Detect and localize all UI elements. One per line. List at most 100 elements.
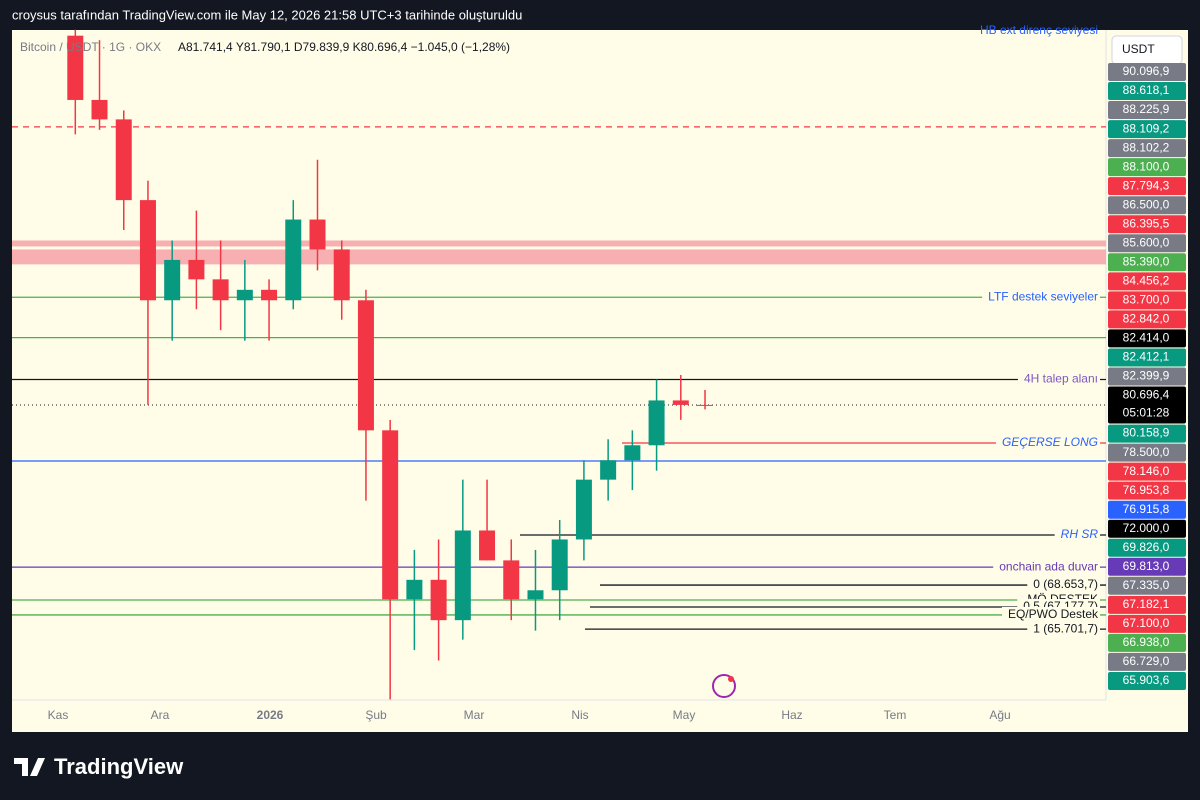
price-label: 72.000,0 [1123, 521, 1170, 535]
price-label: 67.100,0 [1123, 616, 1170, 630]
plot: LTF destek seviyeler 4H talep alanı GEÇERS… [12, 29, 1106, 700]
price-label: 78.146,0 [1123, 464, 1170, 478]
price-label-bg [1108, 614, 1186, 633]
current-price: 80.696,4 [1123, 388, 1170, 402]
x-tick-label: Ara [151, 708, 170, 722]
price-label-bg [1108, 595, 1186, 614]
level-label: RH SR [1061, 527, 1099, 541]
price-label: 85.600,0 [1123, 235, 1170, 249]
level-label: 0 (68.653,7) [1033, 577, 1098, 591]
x-tick-label: Kas [48, 708, 69, 722]
price-label-bg [1108, 177, 1186, 196]
x-tick-label: Mar [464, 708, 485, 722]
level-label: 1 (65.701,7) [1033, 621, 1098, 635]
level-label-bg [1027, 621, 1100, 638]
candle-body [624, 445, 641, 461]
candle-body [697, 404, 714, 406]
price-label: 78.500,0 [1123, 445, 1170, 459]
price-label-bg [1108, 101, 1186, 120]
price-label: 69.826,0 [1123, 540, 1170, 554]
x-tick-label: Ağu [989, 708, 1010, 722]
price-label-bg [1108, 291, 1186, 310]
currency-label: USDT [1122, 42, 1155, 56]
countdown: 05:01:28 [1123, 406, 1170, 420]
price-label-bg [1108, 348, 1186, 367]
price-label: 88.618,1 [1123, 83, 1170, 97]
candle-body [672, 400, 689, 405]
level-label: onchain ada duvar [999, 559, 1098, 573]
level-label: 4H talep alanı [1024, 372, 1098, 386]
level-label: EQ/PWO Destek [1008, 607, 1099, 621]
candle-body [527, 590, 544, 600]
price-label: 88.109,2 [1123, 121, 1170, 135]
x-tick-label: Nis [571, 708, 588, 722]
price-label: 67.182,1 [1123, 597, 1170, 611]
candle-body [139, 200, 156, 301]
price-label: 90.096,9 [1123, 64, 1170, 78]
price-label-bg [1108, 82, 1186, 101]
x-tick-label: May [673, 708, 696, 722]
level-label-bg [1054, 526, 1100, 543]
current-price-bg [1108, 386, 1186, 424]
price-label-bg [1108, 120, 1186, 139]
price-label-bg [1108, 253, 1186, 272]
price-label: 83.700,0 [1123, 293, 1170, 307]
alert-dot [728, 676, 734, 682]
level-label: GEÇERSE LONG [1002, 435, 1098, 449]
price-label-bg [1108, 462, 1186, 481]
candle-body [600, 460, 617, 480]
candle-body [309, 219, 326, 250]
candle-body [236, 289, 253, 301]
top-annotation: HB ext direnç seviyesi [980, 23, 1098, 37]
alert-icon[interactable] [712, 674, 736, 698]
candle-body [333, 249, 350, 301]
chart-panel [12, 30, 1188, 732]
price-label-bg [1108, 158, 1186, 177]
price-label-bg [1108, 139, 1186, 158]
level-label-bg [982, 289, 1100, 306]
header: croysus tarafından TradingView.com ile M… [12, 7, 522, 22]
candle-body [115, 119, 132, 201]
price-label: 88.102,2 [1123, 140, 1170, 154]
price-label: 85.390,0 [1123, 254, 1170, 268]
brand-logo [14, 758, 45, 776]
candle-body [503, 560, 520, 600]
level-label-bg [1027, 577, 1100, 594]
price-label-bg [1108, 329, 1186, 348]
level-label: LTF destek seviyeler [988, 289, 1098, 303]
price-label-bg [1108, 215, 1186, 234]
price-label: 76.953,8 [1123, 483, 1170, 497]
price-label: 86.500,0 [1123, 197, 1170, 211]
price-label: 84.456,2 [1123, 274, 1170, 288]
price-label-bg [1108, 557, 1186, 576]
candle-body [382, 430, 399, 600]
brand: TradingView [54, 754, 184, 779]
price-label-bg [1108, 196, 1186, 215]
candle-body [648, 400, 665, 446]
price-label-bg [1108, 367, 1186, 386]
candle-body [479, 530, 496, 561]
candle-body [551, 539, 568, 591]
candle-body [164, 259, 181, 301]
candle-body [430, 579, 447, 621]
level-label-bg [993, 559, 1100, 576]
price-label-bg [1108, 63, 1186, 81]
price-label: 66.729,0 [1123, 654, 1170, 668]
price-label: 67.335,0 [1123, 578, 1170, 592]
price-label-bg [1108, 424, 1186, 443]
level-label-bg [1017, 371, 1100, 388]
logo-mark [14, 758, 45, 776]
x-tick-label: Şub [365, 708, 387, 722]
candle-body [357, 300, 374, 431]
price-label-bg [1108, 652, 1186, 671]
level-label-bg [1001, 606, 1100, 623]
candle-body [261, 289, 278, 301]
price-label-bg [1108, 272, 1186, 291]
price-label-bg [1108, 519, 1186, 538]
candle-body [406, 579, 423, 600]
price-label: 66.938,0 [1123, 635, 1170, 649]
level-label-bg [995, 435, 1100, 452]
price-label: 82.414,0 [1123, 331, 1170, 345]
symbol: Bitcoin / USDT · 1G · OKX [20, 40, 161, 54]
